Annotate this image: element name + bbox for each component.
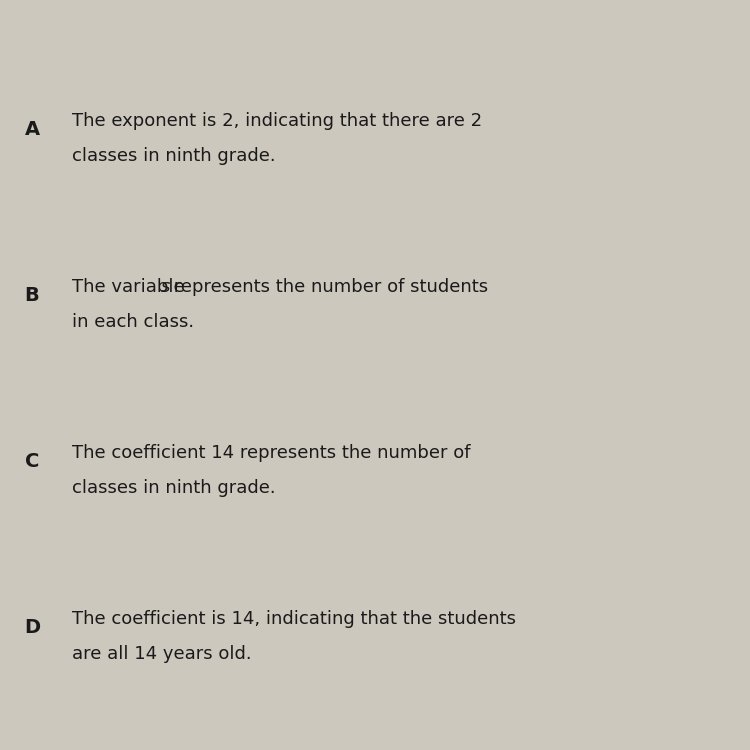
Text: represents the number of students: represents the number of students [168, 278, 488, 296]
Text: The variable: The variable [72, 278, 190, 296]
Text: are all 14 years old.: are all 14 years old. [72, 645, 251, 663]
Text: C: C [25, 452, 39, 471]
Text: s: s [161, 278, 170, 296]
Text: A: A [25, 120, 40, 140]
Text: The coefficient is 14, indicating that the students: The coefficient is 14, indicating that t… [72, 610, 516, 628]
Text: The coefficient 14 represents the number of: The coefficient 14 represents the number… [72, 444, 470, 462]
Text: in each class.: in each class. [72, 314, 194, 332]
Text: classes in ninth grade.: classes in ninth grade. [72, 147, 276, 165]
Text: D: D [24, 618, 40, 638]
Text: The exponent is 2, indicating that there are 2: The exponent is 2, indicating that there… [72, 112, 482, 130]
Text: B: B [25, 286, 39, 305]
Text: classes in ninth grade.: classes in ninth grade. [72, 479, 276, 497]
